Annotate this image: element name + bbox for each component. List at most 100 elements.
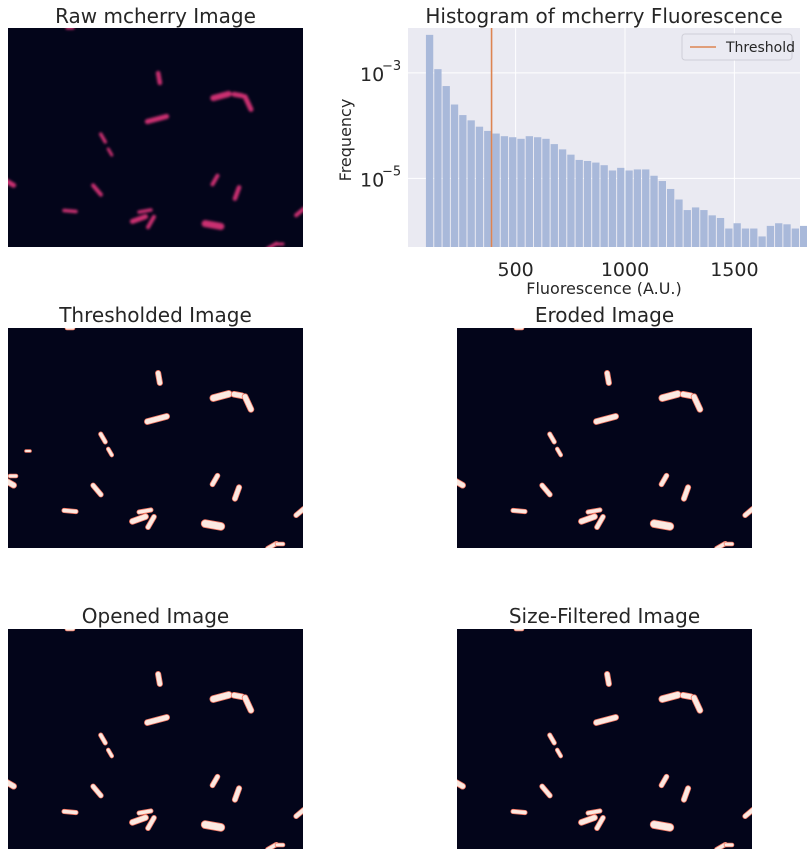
- size-filtered-image-title: Size-Filtered Image: [508, 604, 701, 628]
- histogram-bar: [750, 228, 758, 247]
- thresholded-mask: [8, 328, 303, 548]
- mask-cell: [155, 671, 163, 687]
- raw-cell-blob: [266, 241, 279, 247]
- mask-cell: [144, 413, 170, 425]
- mask-cell: [548, 733, 556, 745]
- histogram-bar: [558, 149, 567, 247]
- mask-cell: [144, 714, 170, 726]
- raw-cell-blob: [231, 91, 245, 99]
- raw-image-title: Raw mcherry Image: [55, 4, 256, 28]
- mask-cell: [210, 691, 232, 703]
- mask-cell: [595, 514, 605, 530]
- histogram-bar: [425, 34, 434, 247]
- mask-cell: [62, 508, 78, 514]
- mask-cell: [106, 748, 114, 758]
- mask-cell: [294, 807, 303, 819]
- mask-cell: [680, 692, 694, 700]
- raw-cell-blob: [242, 94, 254, 112]
- raw-cell-blob: [201, 220, 225, 230]
- histogram-bar: [575, 159, 583, 247]
- mask-cell: [540, 784, 552, 798]
- raw-cell-blob: [91, 183, 103, 197]
- histogram-bar: [691, 207, 700, 247]
- mask-cell: [137, 508, 153, 514]
- mask-cell: [511, 508, 527, 514]
- mask-cell: [659, 774, 669, 788]
- histogram-bar: [741, 228, 750, 247]
- histogram-bar: [467, 120, 475, 247]
- raw-cell-blob: [210, 173, 220, 187]
- mask-cell: [231, 692, 245, 700]
- mask-cell: [691, 695, 703, 713]
- histogram-bar: [716, 217, 725, 247]
- histogram-bar: [492, 133, 500, 247]
- mask-cell: [659, 691, 681, 703]
- mask-cell: [555, 748, 563, 758]
- histogram-bar: [525, 136, 533, 247]
- mask-cell: [743, 807, 752, 819]
- histogram-bar: [700, 210, 708, 247]
- raw-cell-blob: [99, 132, 107, 144]
- mask-cell: [294, 506, 303, 518]
- histogram-bar: [625, 170, 633, 247]
- mask-cell: [8, 479, 17, 488]
- y-tick-label: 10: [360, 64, 384, 86]
- eroded-image: [457, 328, 752, 548]
- raw-cell-blob: [146, 214, 156, 230]
- mask-cell: [659, 390, 681, 402]
- histogram-bar: [592, 162, 600, 247]
- histogram-bar: [442, 86, 450, 248]
- mask-cell: [681, 786, 691, 802]
- histogram-bar: [550, 144, 558, 247]
- mask-cell: [595, 815, 605, 831]
- legend: Threshold: [681, 33, 795, 61]
- raw-cell-blob: [294, 206, 303, 218]
- mask-cell: [146, 514, 156, 530]
- mask-cell: [511, 809, 527, 815]
- mask-cell: [659, 473, 669, 487]
- histogram-bar: [725, 228, 733, 247]
- mask-cell: [650, 821, 674, 831]
- y-tick-exponent: −3: [382, 59, 401, 74]
- mask-cell: [8, 780, 17, 789]
- histogram-bar: [459, 115, 467, 247]
- raw-cell-blob: [106, 147, 114, 157]
- mask-cell: [578, 815, 598, 825]
- mask-cell: [650, 520, 674, 530]
- mask-cell: [91, 483, 103, 497]
- histogram-bar: [733, 223, 741, 247]
- raw-mcherry-image: [8, 28, 303, 247]
- thresholded-image-title: Thresholded Image: [59, 303, 252, 327]
- x-tick-label: 500: [497, 259, 533, 281]
- histogram-bar: [608, 170, 617, 247]
- histogram-bar: [683, 210, 691, 247]
- raw-cell-blob: [144, 113, 170, 125]
- mask-cell: [555, 447, 563, 457]
- mask-cell: [129, 815, 149, 825]
- histogram-bar: [791, 228, 799, 247]
- mask-cell: [586, 809, 602, 815]
- mask-cell: [210, 774, 220, 788]
- histogram-bar: [675, 199, 683, 247]
- mask-cell: [137, 809, 153, 815]
- thresholded-image: [8, 328, 303, 548]
- mask-cell: [201, 520, 225, 530]
- mask-cell: [457, 780, 466, 789]
- mask-cell: [743, 506, 752, 518]
- eroded-image-title: Eroded Image: [534, 303, 675, 327]
- histogram-bar: [534, 137, 542, 247]
- histogram-bar: [434, 69, 442, 248]
- opened-image: [8, 629, 303, 849]
- mask-cell: [231, 391, 245, 399]
- x-tick-label: 1000: [601, 259, 649, 281]
- mask-cell: [578, 514, 598, 524]
- histogram-bar: [633, 169, 642, 247]
- histogram-bar: [500, 136, 509, 247]
- mask-cell: [99, 432, 107, 444]
- histogram-bar: [783, 224, 791, 247]
- opened-mask: [8, 629, 303, 849]
- histogram-bar: [517, 138, 525, 247]
- histogram-bar: [775, 223, 783, 247]
- histogram-bar: [567, 154, 575, 247]
- raw-cell-blob: [155, 70, 163, 86]
